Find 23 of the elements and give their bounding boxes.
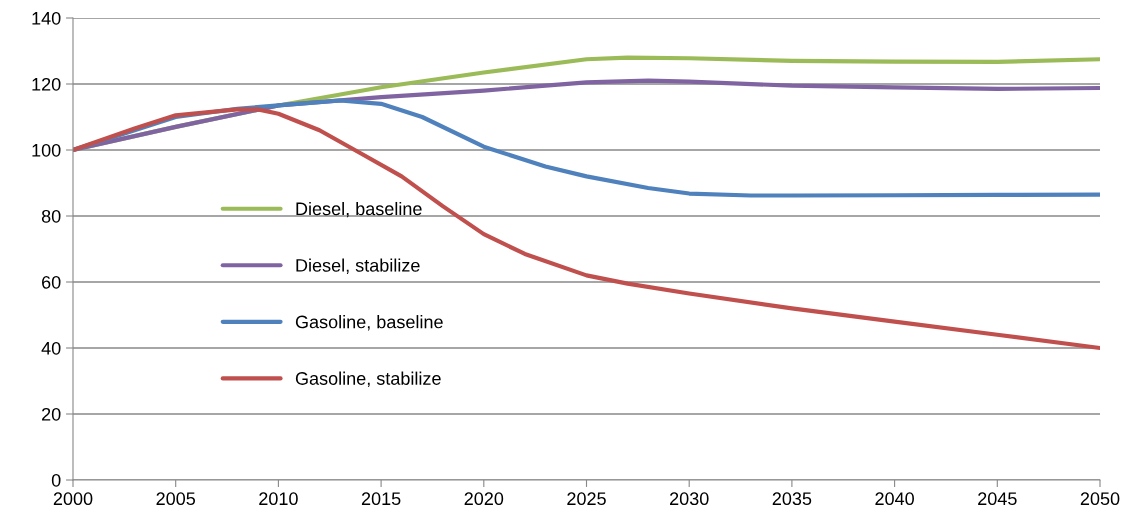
y-tick-label: 60: [42, 275, 61, 289]
x-tick-label: 2050: [1080, 492, 1120, 506]
x-tick-label: 2025: [567, 492, 606, 506]
y-tick-label: 20: [42, 407, 61, 421]
x-tick-label: 2045: [978, 492, 1017, 506]
x-tick-label: 2005: [156, 492, 196, 506]
x-tick-label: 2015: [361, 492, 401, 506]
legend-label: Gasoline, baseline: [295, 315, 443, 331]
x-tick-label: 2040: [875, 492, 914, 506]
y-tick-label: 140: [32, 11, 61, 25]
legend-label: Diesel, stabilize: [296, 258, 420, 274]
legend-label: Diesel, baseline: [296, 201, 422, 218]
x-tick-label: 2000: [53, 492, 93, 506]
legend-label: Gasoline, stabilize: [295, 371, 441, 388]
x-tick-label: 2030: [670, 492, 709, 506]
y-tick-label: 40: [41, 341, 61, 355]
y-tick-label: 100: [32, 143, 61, 157]
x-tick-label: 2010: [259, 492, 298, 506]
x-tick-label: 2035: [772, 492, 812, 506]
y-tick-label: 0: [51, 473, 61, 487]
x-tick-label: 2020: [464, 492, 504, 506]
y-tick-label: 80: [41, 209, 61, 223]
y-tick-label: 120: [32, 77, 61, 91]
